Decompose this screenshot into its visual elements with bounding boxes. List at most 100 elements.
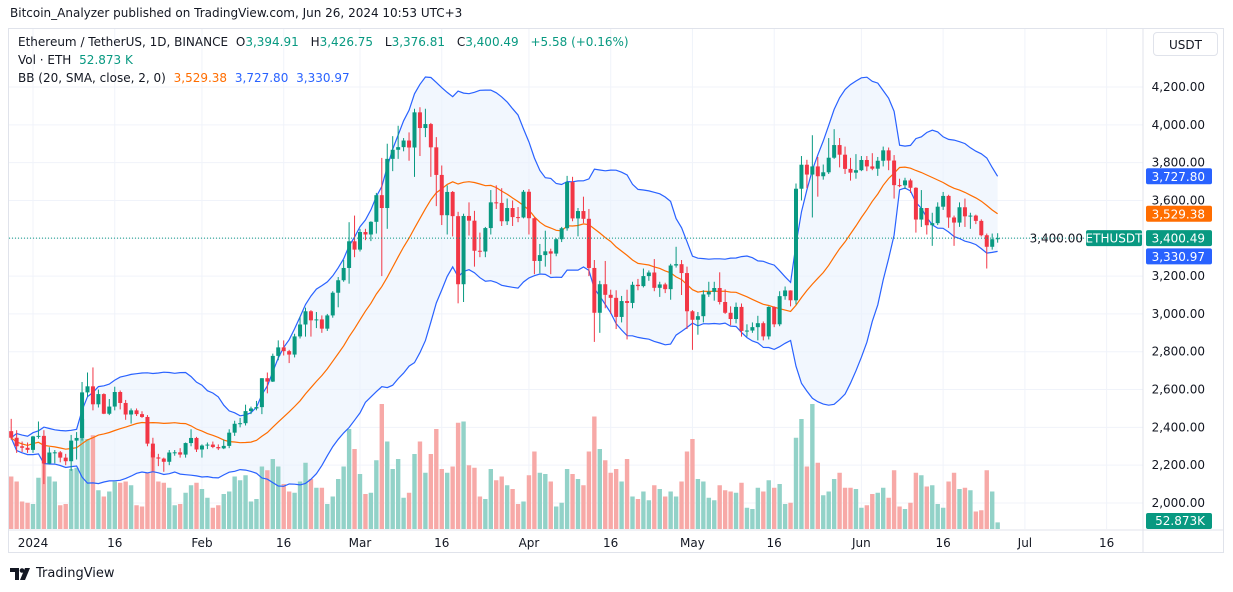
bb-lower-badge: 3,330.97 [1152, 250, 1205, 264]
candle [167, 450, 172, 466]
candle-body [36, 435, 41, 437]
candle-body [423, 124, 428, 129]
volume-bar [821, 495, 826, 529]
candle-body [107, 406, 112, 414]
volume-bar [831, 479, 837, 529]
volume-bar [581, 485, 586, 529]
candle-body [892, 160, 897, 186]
candle-body [368, 221, 373, 235]
candle-body [281, 347, 286, 352]
candle [739, 303, 744, 337]
volume-bar [406, 492, 412, 529]
volume-bar [134, 505, 139, 529]
candle [467, 202, 471, 236]
tradingview-logo-icon [10, 567, 30, 580]
tradingview-logo[interactable]: TradingView [10, 566, 115, 581]
legend-bb-basis: 3,529.38 [173, 71, 228, 85]
legend-high-label: H [310, 35, 320, 49]
volume-bar [875, 492, 880, 529]
candle [172, 450, 177, 456]
candle-body [52, 452, 57, 454]
candle [903, 177, 907, 190]
candle-body [576, 211, 580, 219]
candle-body [603, 284, 608, 295]
volume-bar [630, 496, 635, 529]
currency-button[interactable]: USDT [1153, 32, 1218, 56]
candle [919, 190, 924, 227]
candle [695, 312, 700, 335]
candle-body [821, 172, 826, 177]
candle-body [118, 392, 123, 403]
candle [516, 207, 521, 223]
chart-frame[interactable] [8, 28, 1224, 553]
candle-body [199, 445, 204, 450]
candle [581, 196, 586, 224]
candle-body [101, 394, 106, 414]
price-tick-label: 2,200.00 [1152, 458, 1205, 472]
volume-bar [434, 429, 439, 529]
candle-body [276, 347, 281, 356]
candle [935, 202, 940, 226]
candle [194, 436, 199, 452]
volume-bar [973, 511, 979, 529]
candle [777, 291, 782, 327]
candle-body [477, 250, 482, 252]
legend-volume[interactable]: Vol · ETH 52.873 K [18, 53, 137, 67]
bb-upper-badge: 3,727.80 [1152, 170, 1205, 184]
candle-body [456, 216, 461, 285]
volume-bar [962, 487, 968, 529]
candle-body [674, 264, 679, 266]
candle-body [467, 215, 471, 221]
candle [423, 108, 428, 138]
legend-bb-label: BB (20, SMA, close, 2, 0) [18, 71, 166, 85]
volume-bar [908, 502, 913, 529]
time-tick-label: Mar [349, 536, 372, 550]
candle-body [439, 174, 444, 216]
candle-body [859, 159, 864, 171]
volume-bar [494, 480, 499, 529]
volume-bar [810, 404, 815, 529]
candle-body [341, 267, 346, 281]
candle-body [706, 291, 711, 295]
candle [450, 191, 455, 237]
candle [385, 143, 390, 229]
candle [276, 340, 281, 361]
candle-body [505, 208, 510, 222]
candle [287, 349, 292, 364]
candle-body [390, 149, 395, 159]
volume-bar [859, 507, 864, 529]
candle [652, 259, 657, 292]
time-tick-label: 16 [603, 536, 618, 550]
volume-bar [777, 484, 782, 529]
candle-body [74, 437, 79, 441]
candle [270, 353, 275, 382]
volume-bar [461, 421, 466, 529]
candle [183, 442, 188, 458]
volume-bar [548, 481, 553, 529]
candle [150, 437, 155, 472]
legend-volume-label: Vol · ETH [18, 53, 72, 67]
volume-bar [385, 441, 390, 529]
candle [428, 122, 433, 177]
candle-body [445, 191, 450, 216]
candle [363, 228, 368, 241]
candle-body [461, 215, 466, 285]
volume-bar [995, 522, 1000, 529]
legend-bb-lower: 3,330.97 [296, 71, 350, 85]
candle-body [804, 164, 809, 175]
legend-main-series[interactable]: Ethereum / TetherUS, 1D, BINANCE O3,394.… [18, 35, 633, 49]
volume-bar [793, 437, 799, 529]
volume-bar [319, 487, 325, 529]
legend-bollinger[interactable]: BB (20, SMA, close, 2, 0) 3,529.38 3,727… [18, 71, 354, 85]
candle [129, 408, 134, 424]
volume-bar [483, 499, 488, 529]
volume-bar [445, 472, 450, 529]
candle-body [832, 145, 837, 158]
candle-body [843, 154, 848, 169]
candle [107, 399, 112, 416]
volume-bar [227, 491, 232, 529]
volume-bar [374, 460, 379, 529]
volume-bar [139, 506, 145, 529]
volume-bar [36, 477, 41, 529]
